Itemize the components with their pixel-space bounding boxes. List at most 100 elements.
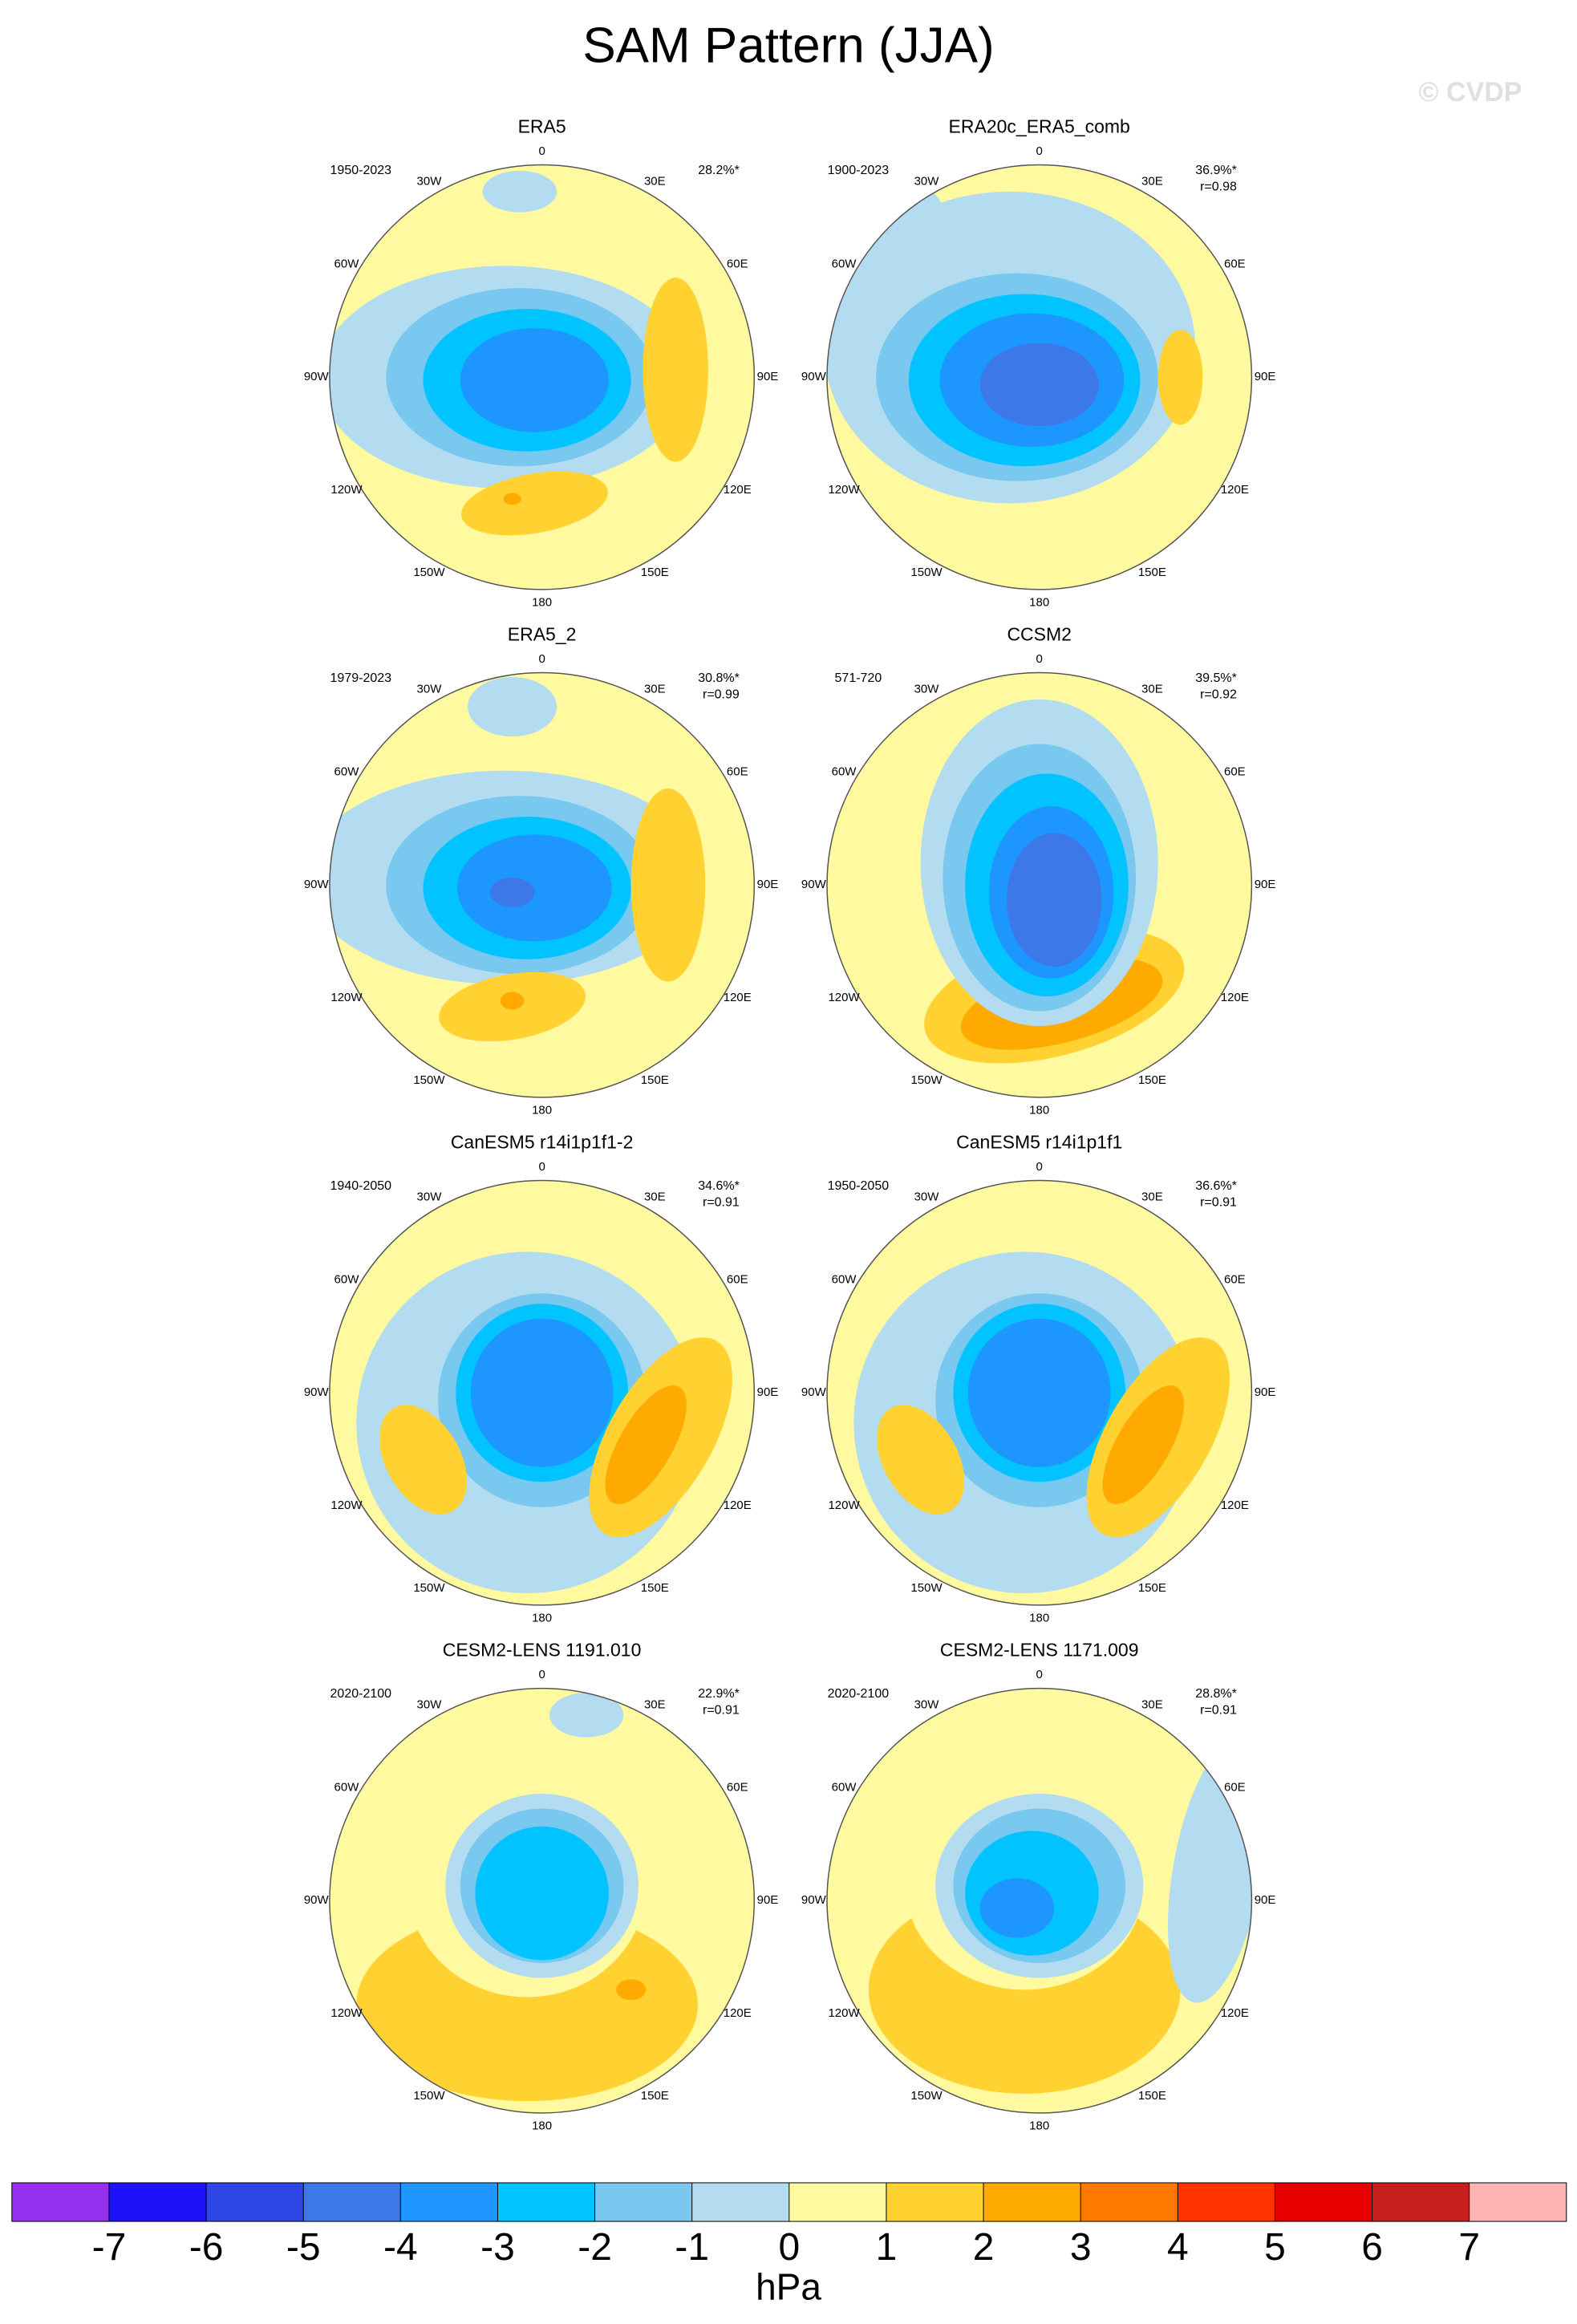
longitude-label: 120W — [330, 1499, 363, 1512]
colorbar-box — [1178, 2182, 1275, 2222]
period: 1950-2023 — [330, 164, 392, 177]
longitude-label: 60W — [832, 1273, 857, 1287]
pattern-corr: r=0.92 — [1200, 687, 1237, 701]
longitude-label: 120W — [330, 991, 363, 1004]
panel-title: CESM2-LENS 1171.009 — [940, 1639, 1139, 1660]
contour-region — [846, 176, 951, 296]
longitude-label: 90W — [304, 1385, 330, 1399]
longitude-label: 150W — [413, 2089, 445, 2103]
longitude-label: 150W — [910, 1581, 943, 1595]
longitude-label: 0 — [1036, 1160, 1043, 1174]
panel-title: ERA20c_ERA5_comb — [949, 116, 1130, 136]
watermark: © CVDP — [1419, 77, 1522, 107]
longitude-label: 0 — [1036, 1668, 1043, 1681]
panel-title: CESM2-LENS 1191.010 — [443, 1639, 642, 1660]
longitude-label: 120W — [828, 2006, 860, 2020]
longitude-label: 120E — [724, 483, 752, 497]
contour-region — [489, 877, 535, 907]
longitude-label: 30E — [644, 1698, 666, 1712]
longitude-label: 150E — [1138, 1073, 1166, 1087]
longitude-label: 60W — [334, 1273, 360, 1287]
colorbar-box — [788, 2182, 887, 2222]
longitude-label: 150E — [641, 1581, 669, 1595]
contour-region — [616, 1979, 647, 2001]
longitude-label: 60E — [727, 1781, 748, 1795]
longitude-label: 60E — [1224, 257, 1246, 270]
longitude-label: 60W — [832, 765, 857, 778]
longitude-label: 120W — [330, 483, 363, 497]
colorbar-units: hPa — [756, 2265, 821, 2307]
colorbar-box — [206, 2182, 304, 2222]
colorbar-box — [11, 2182, 110, 2222]
longitude-label: 120E — [724, 1499, 752, 1512]
longitude-label: 120E — [1221, 483, 1249, 497]
longitude-label: 150E — [641, 566, 669, 579]
field — [827, 1180, 1252, 1605]
contour-region — [500, 992, 525, 1010]
field — [329, 164, 755, 590]
longitude-label: 60E — [1224, 765, 1246, 778]
longitude-label: 60E — [727, 257, 748, 270]
pattern-corr: r=0.91 — [703, 1704, 740, 1718]
longitude-label: 0 — [538, 652, 545, 666]
longitude-label: 120W — [828, 1499, 860, 1512]
longitude-label: 90E — [1255, 878, 1276, 891]
contour-region — [457, 834, 612, 942]
longitude-label: 60E — [1224, 1781, 1246, 1795]
variance-pct: 39.5%* — [1195, 671, 1237, 685]
colorbar-label: -7 — [92, 2226, 127, 2269]
longitude-label: 30E — [644, 174, 666, 188]
variance-pct: 22.9%* — [698, 1687, 740, 1701]
longitude-label: 150E — [641, 2089, 669, 2103]
longitude-label: 60W — [832, 1781, 857, 1795]
contour-region — [460, 471, 608, 536]
longitude-label: 180 — [1029, 1612, 1049, 1625]
longitude-label: 30E — [644, 1190, 666, 1204]
figure-title: SAM Pattern (JJA) — [582, 18, 994, 73]
period: 1940-2050 — [330, 1179, 392, 1193]
period: 1950-2050 — [828, 1179, 890, 1193]
panel-title: CanESM5 r14i1p1f1 — [956, 1131, 1122, 1152]
colorbar-box — [1469, 2182, 1567, 2222]
longitude-label: 0 — [538, 1160, 545, 1174]
longitude-label: 150W — [413, 1581, 445, 1595]
map-panel: CanESM5 r14i1p1f1-2 1940-2050 34.6%* r=0.91… — [304, 1131, 778, 1624]
map-border — [826, 1179, 1253, 1606]
field — [329, 1180, 755, 1605]
longitude-label: 30W — [914, 1190, 940, 1204]
period: 2020-2100 — [828, 1687, 890, 1701]
panel-title: ERA5 — [518, 116, 566, 136]
colorbar-box — [691, 2182, 790, 2222]
map-border — [826, 671, 1253, 1098]
variance-pct: 36.9%* — [1195, 164, 1237, 177]
colorbar-box — [497, 2182, 596, 2222]
colorbar-box — [400, 2182, 498, 2222]
longitude-label: 30E — [1141, 683, 1163, 696]
pattern-corr: r=0.91 — [1200, 1196, 1237, 1210]
field — [827, 164, 1252, 590]
pattern-corr: r=0.91 — [1200, 1704, 1237, 1718]
contour-region — [468, 677, 557, 737]
contour-region — [460, 328, 609, 432]
longitude-label: 30W — [417, 1190, 443, 1204]
field — [329, 1688, 755, 2113]
contour-region — [643, 278, 708, 462]
pattern-corr: r=0.91 — [703, 1196, 740, 1210]
pattern-corr: r=0.99 — [703, 687, 740, 701]
contour-region — [979, 343, 1099, 427]
map-panel: CanESM5 r14i1p1f1 1950-2050 36.6%* r=0.91 0 3… — [801, 1131, 1275, 1624]
colorbar-box — [1275, 2182, 1373, 2222]
longitude-label: 150W — [413, 1073, 445, 1087]
panel-title: CCSM2 — [1007, 623, 1072, 644]
variance-pct: 28.2%* — [698, 164, 740, 177]
period: 1979-2023 — [330, 671, 392, 685]
longitude-label: 30E — [1141, 1698, 1163, 1712]
longitude-label: 150E — [641, 1073, 669, 1087]
longitude-label: 90W — [304, 1893, 330, 1907]
colorbar-label: 1 — [876, 2226, 898, 2269]
longitude-label: 90E — [757, 1385, 779, 1399]
variance-pct: 34.6%* — [698, 1179, 740, 1193]
map-panel: ERA5_2 1979-2023 30.8%* r=0.99 0 30E 60E 90E 120… — [304, 623, 778, 1117]
longitude-label: 60W — [334, 1781, 360, 1795]
